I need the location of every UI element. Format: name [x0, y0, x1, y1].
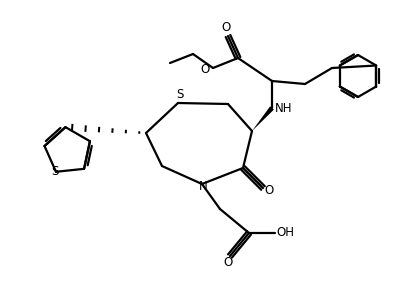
Text: S: S — [51, 165, 59, 178]
Text: O: O — [223, 256, 233, 270]
Text: O: O — [264, 184, 274, 196]
Text: O: O — [221, 21, 231, 33]
Text: S: S — [176, 88, 184, 100]
Text: O: O — [200, 62, 210, 76]
Text: NH: NH — [275, 102, 293, 114]
Text: N: N — [199, 180, 207, 192]
Polygon shape — [252, 106, 274, 131]
Text: OH: OH — [276, 226, 294, 240]
